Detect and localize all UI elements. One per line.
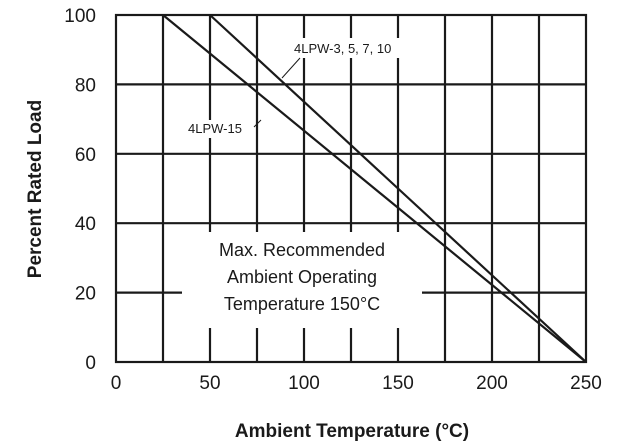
y-tick-label: 80 (75, 75, 96, 96)
series-label-bg-2 (186, 120, 254, 138)
x-tick-label: 200 (476, 373, 508, 394)
annotation-line-1: Max. Recommended (219, 240, 385, 260)
x-axis-title: Ambient Temperature (°C) (235, 421, 469, 442)
series-line-1 (209, 14, 587, 363)
x-tick-label: 0 (111, 373, 122, 394)
series-line-2 (162, 14, 587, 363)
series-label-4lpw-3-5-7-10: 4LPW-3, 5, 7, 10 (294, 41, 391, 56)
y-tick-label: 20 (75, 284, 96, 305)
annotation-line-2: Ambient Operating (227, 267, 377, 287)
annotation-box (182, 232, 422, 328)
series-label-bg-1 (290, 38, 410, 58)
series-label-4lpw-15: 4LPW-15 (188, 121, 242, 136)
series-lines (162, 14, 587, 363)
series-label-leader-2 (253, 119, 262, 128)
x-tick-label: 250 (570, 373, 602, 394)
x-tick-label: 50 (199, 373, 220, 394)
series-label-leader-1 (281, 57, 301, 79)
y-tick-label: 100 (64, 6, 96, 27)
y-tick-label: 40 (75, 214, 96, 235)
y-tick-label: 60 (75, 145, 96, 166)
y-tick-label: 0 (85, 353, 96, 374)
x-tick-label: 150 (382, 373, 414, 394)
x-tick-label: 100 (288, 373, 320, 394)
tick-labels: 0 50 100 150 200 250 0 20 40 60 80 100 (64, 6, 602, 394)
annotation-line-3: Temperature 150°C (224, 294, 380, 314)
y-axis-title: Percent Rated Load (25, 100, 46, 278)
